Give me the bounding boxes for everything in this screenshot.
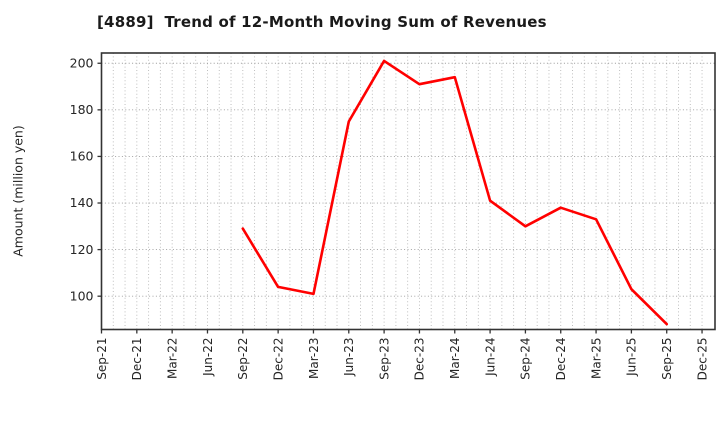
y-tick-label: 100: [70, 288, 94, 303]
x-tick-label: Sep-21: [95, 338, 109, 380]
x-tick-label: Dec-22: [271, 338, 285, 381]
x-tick-label: Dec-25: [695, 338, 709, 381]
x-tick-label: Sep-23: [377, 338, 391, 380]
x-tick-label: Jun-24: [483, 338, 497, 377]
y-tick-label: 140: [70, 195, 94, 210]
x-tick-label: Jun-22: [201, 338, 215, 377]
y-tick-label: 200: [70, 55, 94, 70]
x-tick-label: Sep-22: [236, 338, 250, 380]
x-tick-label: Dec-24: [554, 338, 568, 381]
chart-title: [4889] Trend of 12-Month Moving Sum of R…: [97, 13, 547, 31]
x-tick-label: Dec-21: [130, 338, 144, 381]
x-tick-label: Sep-25: [660, 338, 674, 380]
x-tick-label: Mar-22: [165, 338, 179, 379]
x-tick-label: Mar-23: [307, 338, 321, 379]
revenue-line: [241, 59, 669, 326]
plot-border: [100, 52, 716, 331]
y-tick-label: 180: [70, 102, 94, 117]
x-tick-label: Dec-23: [413, 338, 427, 381]
x-tick-label: Mar-25: [589, 338, 603, 379]
x-tick-label: Mar-24: [448, 338, 462, 379]
y-tick-label: 160: [70, 149, 94, 164]
x-tick-label: Sep-24: [519, 338, 533, 380]
y-tick-label: 120: [70, 242, 94, 257]
x-tick-label: Jun-25: [625, 338, 639, 377]
x-tick-label: Jun-23: [342, 338, 356, 377]
